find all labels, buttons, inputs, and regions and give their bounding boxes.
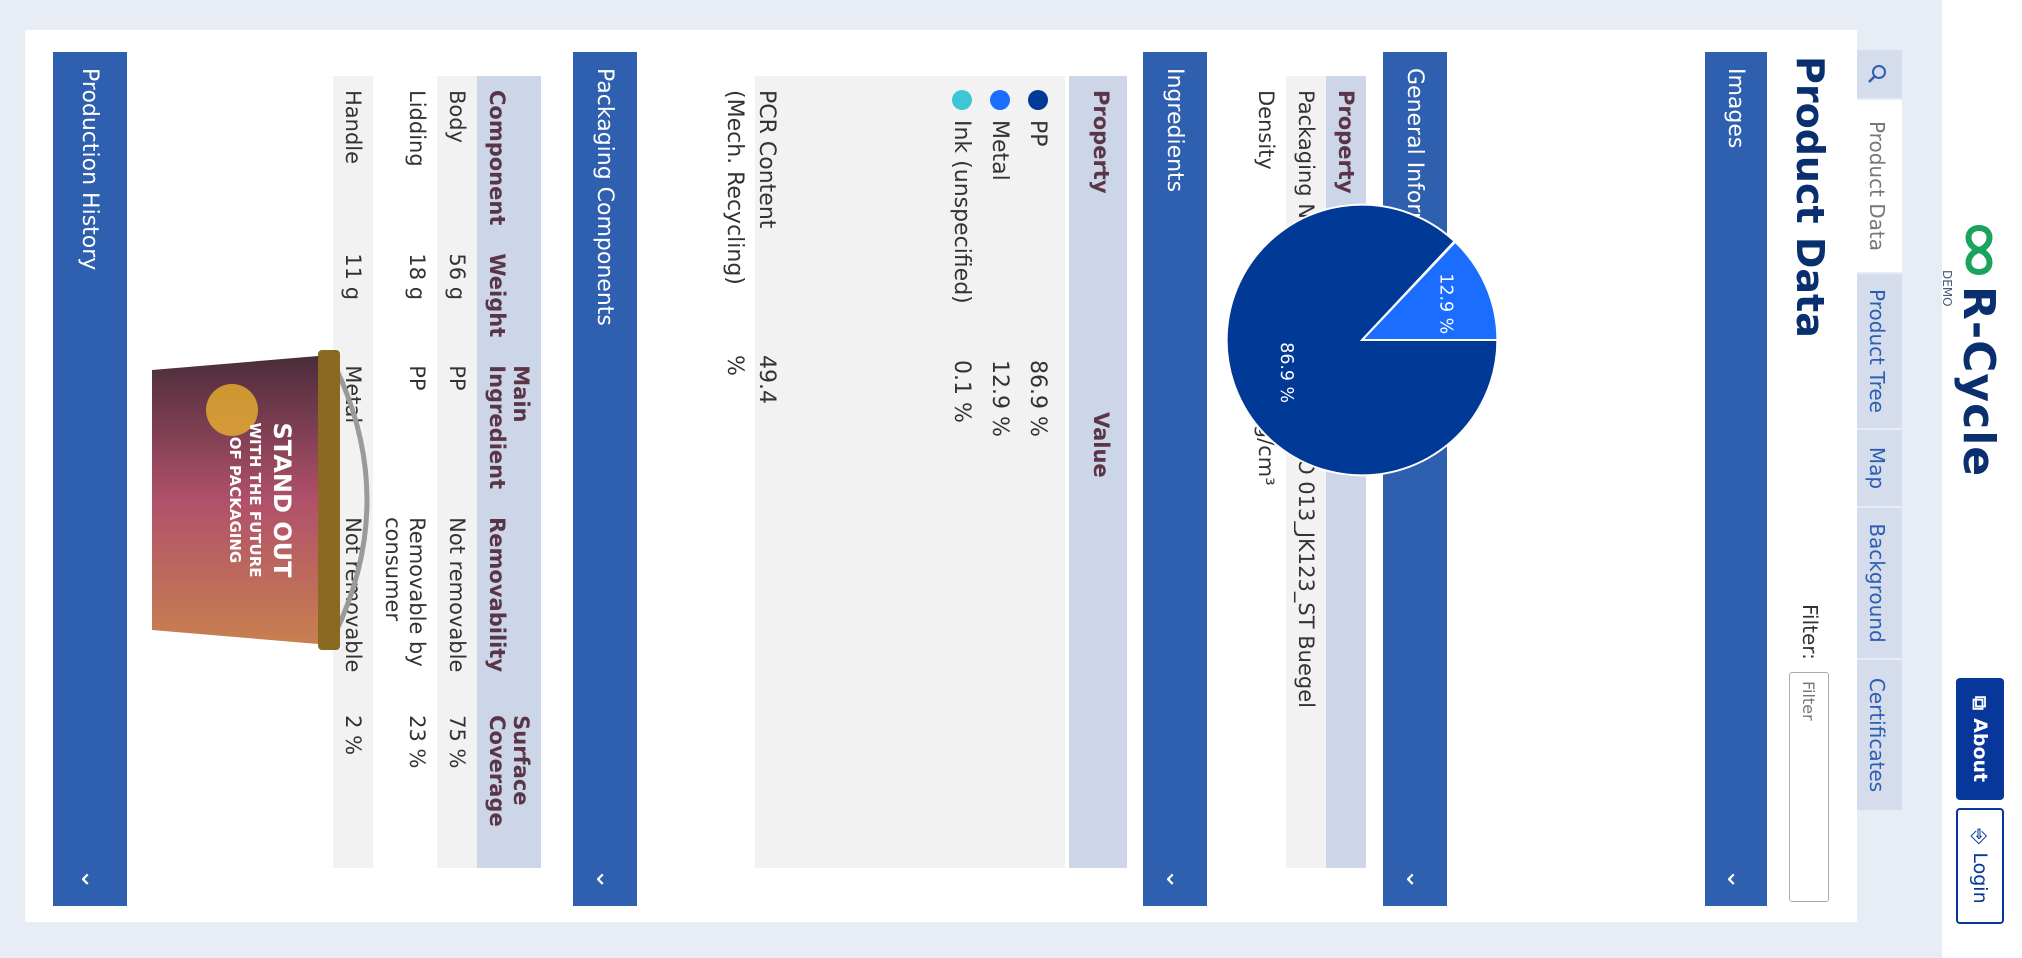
cell-component: Handle	[333, 76, 373, 240]
cell-removability: Not removable	[437, 503, 477, 702]
tab-bar: Product Data Product Tree Map Background…	[1852, 50, 1902, 812]
section-ingredients-title: Ingredients	[1162, 68, 1188, 193]
top-bar: R-Cycle DEMO ⧉ About ⎆ Login	[1940, 0, 2022, 958]
cell-coverage: 23 %	[373, 701, 437, 868]
section-packaging-title: Packaging Components	[592, 68, 618, 326]
about-label: About	[1969, 718, 1991, 783]
col-component: Component	[477, 76, 541, 240]
section-history-title: Production History	[77, 68, 103, 271]
cell-component: Body	[437, 76, 477, 240]
chevron-down-icon: ⌄	[1400, 868, 1430, 890]
legend-value: 0.1 %	[949, 360, 975, 423]
legend-item: Ink (unspecified) 0.1 %	[943, 90, 981, 437]
ingredients-pie-chart: 12.9 % 86.9 %	[1225, 203, 1499, 477]
legend-dot	[952, 90, 972, 110]
legend-name: Ink (unspecified)	[949, 120, 975, 304]
brand-name: R-Cycle	[1953, 286, 2005, 478]
brand-logo[interactable]: R-Cycle	[1946, 220, 2012, 477]
cell-component: Lidding	[373, 76, 437, 240]
pie-label: 12.9 %	[1436, 273, 1456, 334]
tab-certificates[interactable]: Certificates	[1852, 660, 1902, 810]
table-row: Body 56 g PP Not removable 75 %	[437, 76, 477, 868]
pcr-value: 49.4 %	[722, 355, 779, 404]
product-image-text-3: OF PACKAGING	[226, 437, 244, 563]
col-removability: Removability	[477, 503, 541, 702]
login-label: Login	[1969, 852, 1991, 904]
chevron-down-icon: ⌄	[590, 868, 620, 890]
chevron-down-icon: ⌄	[1721, 868, 1751, 890]
legend-dot	[1028, 90, 1048, 110]
cell-weight: 56 g	[437, 239, 477, 352]
tab-background[interactable]: Background	[1852, 508, 1902, 658]
login-button[interactable]: ⎆ Login	[1956, 808, 2004, 924]
legend-value: 86.9 %	[1025, 360, 1051, 437]
pcr-content: PCR Content (Mech. Recycling) 49.4 %	[718, 90, 782, 404]
about-button[interactable]: ⧉ About	[1956, 678, 2004, 800]
section-images-title: Images	[1723, 68, 1749, 149]
tab-search[interactable]	[1852, 50, 1902, 98]
section-packaging-components[interactable]: Packaging Components ⌄	[573, 52, 637, 906]
col-property: Property	[1089, 90, 1113, 194]
cell-coverage: 2 %	[333, 701, 373, 868]
legend-value: 12.9 %	[987, 360, 1013, 437]
external-link-icon: ⧉	[1968, 695, 1992, 711]
product-image-text-1: STAND OUT	[268, 423, 296, 579]
product-image-text-2: WITH THE FUTURE	[246, 422, 264, 577]
filter-label: Filter:	[1798, 604, 1822, 660]
chevron-down-icon: ⌄	[1160, 868, 1190, 890]
tab-product-tree[interactable]: Product Tree	[1852, 274, 1902, 428]
tab-product-data[interactable]: Product Data	[1852, 100, 1902, 272]
brand-tag: DEMO	[1940, 270, 1954, 307]
login-icon: ⎆	[1968, 828, 1992, 845]
section-images[interactable]: Images ⌄	[1705, 52, 1767, 906]
col-value: Value	[1089, 412, 1113, 478]
ingredients-header: Property Value	[1069, 76, 1127, 868]
pie-slice-ink-unspecified-	[1361, 239, 1457, 341]
pcr-label-2: (Mech. Recycling)	[722, 90, 747, 285]
page-title: Product Data	[1788, 56, 1832, 338]
section-production-history[interactable]: Production History ⌄	[53, 52, 127, 906]
pie-label: 86.9 %	[1276, 342, 1296, 403]
section-ingredients[interactable]: Ingredients ⌄	[1143, 52, 1207, 906]
col-weight: Weight	[477, 239, 541, 352]
ingredients-legend: PP 86.9 % Metal 12.9 % Ink (unspecified)…	[943, 90, 1057, 437]
col-main-ingredient: Main Ingredient	[477, 351, 541, 504]
col-surface-coverage: Surface Coverage	[477, 701, 541, 868]
legend-dot	[990, 90, 1010, 110]
infinity-logo-icon	[1965, 224, 1993, 276]
legend-name: Metal	[987, 120, 1013, 181]
pcr-label-1: PCR Content	[754, 90, 779, 229]
product-image: STAND OUT WITH THE FUTURE OF PACKAGING	[152, 350, 370, 650]
cell-ingredient: PP	[437, 351, 477, 504]
legend-item: Metal 12.9 %	[981, 90, 1019, 437]
legend-item: PP 86.9 %	[1019, 90, 1057, 437]
filter-input[interactable]	[1789, 672, 1829, 902]
pie-slice-metal	[1359, 240, 1499, 341]
legend-name: PP	[1025, 120, 1051, 147]
pie-slice-pp	[1225, 203, 1499, 477]
cell-coverage: 75 %	[437, 701, 477, 868]
search-icon	[1868, 65, 1886, 83]
tab-map[interactable]: Map	[1852, 430, 1902, 506]
chevron-down-icon: ⌄	[75, 868, 105, 890]
